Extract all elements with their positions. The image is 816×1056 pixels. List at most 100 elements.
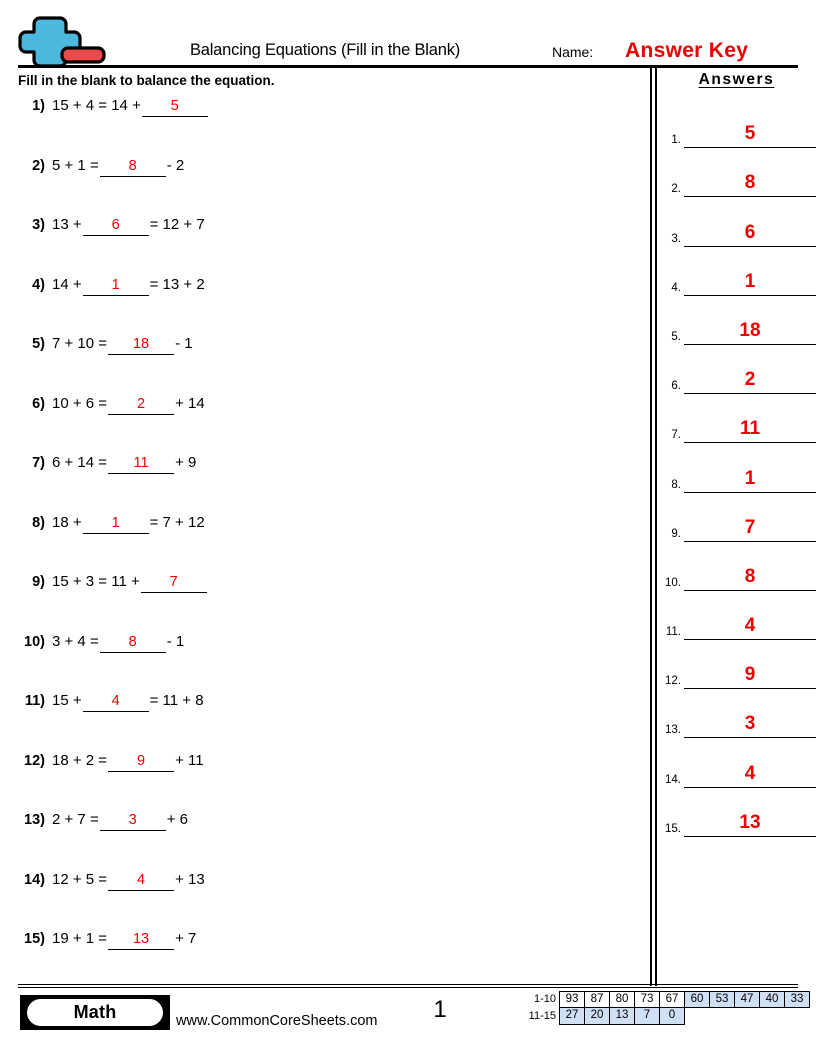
answer-row-number: 10. <box>665 576 681 589</box>
answer-row: 10. 8 <box>657 542 816 591</box>
answer-blank[interactable]: 4 <box>108 872 175 891</box>
answer-value: 7 <box>744 516 756 538</box>
answer-row-number: 8. <box>671 478 681 491</box>
answer-blank[interactable]: 2 <box>108 396 175 415</box>
answer-value: 9 <box>744 664 756 686</box>
answer-value: 4 <box>744 615 756 637</box>
problem-item: 13) 2 + 7 = 3 + 6 <box>0 810 640 870</box>
answer-row-number: 14. <box>665 773 681 786</box>
answer-slot[interactable]: 1 <box>684 463 816 493</box>
answer-blank[interactable]: 1 <box>82 277 149 296</box>
problem-number: 1) <box>32 98 45 114</box>
answer-row-number: 7. <box>671 429 681 442</box>
scale-cell: 87 <box>584 991 610 1008</box>
answer-row-number: 1. <box>671 134 681 147</box>
answer-slot[interactable]: 6 <box>684 217 816 247</box>
answer-blank[interactable]: 18 <box>108 336 175 355</box>
answer-row: 1. 5 <box>657 99 816 149</box>
answer-blank[interactable]: 7 <box>140 574 207 593</box>
scale-row-label: 11-15 <box>528 1010 556 1022</box>
answer-blank[interactable]: 8 <box>99 158 166 177</box>
answer-row-number: 6. <box>671 380 681 393</box>
answer-slot[interactable]: 4 <box>684 758 816 788</box>
problem-equation: 15 + 3 = 11 + 7 <box>52 572 208 593</box>
page-number: 1 <box>433 996 447 1023</box>
scale-cell: 80 <box>609 991 635 1008</box>
problem-equation: 13 + 6 = 12 + 7 <box>52 215 205 236</box>
scale-cell: 60 <box>684 991 710 1008</box>
answer-value: 3 <box>744 713 756 735</box>
answer-slot[interactable]: 8 <box>684 561 816 591</box>
answer-blank[interactable]: 3 <box>99 812 166 831</box>
answer-blank[interactable]: 9 <box>108 753 175 772</box>
answer-row: 8. 1 <box>657 443 816 493</box>
problem-number: 8) <box>32 514 45 531</box>
equation-left: 3 + 4 = <box>52 632 99 650</box>
plus-minus-logo-icon <box>18 14 110 68</box>
answer-slot[interactable]: 1 <box>684 266 816 296</box>
answer-slot[interactable]: 9 <box>684 659 816 690</box>
answer-value: 13 <box>739 811 761 833</box>
equation-left: 18 + 2 = <box>52 751 108 769</box>
problem-number: 7) <box>32 455 45 471</box>
answer-row: 12. 9 <box>657 640 816 690</box>
equation-left: 14 + <box>52 275 82 293</box>
answer-blank[interactable]: 1 <box>82 515 149 534</box>
answer-row: 7. 11 <box>657 394 816 444</box>
problem-item: 1) 15 + 4 = 14 + 5 <box>0 96 640 156</box>
problem-number: 10) <box>24 633 45 650</box>
problem-item: 11) 15 + 4 = 11 + 8 <box>0 691 640 751</box>
vertical-divider <box>650 66 657 986</box>
answer-slot[interactable]: 11 <box>684 413 816 444</box>
answer-row: 4. 1 <box>657 247 816 296</box>
problem-item: 3) 13 + 6 = 12 + 7 <box>0 215 640 275</box>
equation-right: - 1 <box>175 335 193 352</box>
equation-right: + 13 <box>175 870 205 888</box>
problem-equation: 3 + 4 = 8 - 1 <box>52 632 184 653</box>
answer-slot[interactable]: 3 <box>684 708 816 739</box>
answer-slot[interactable]: 18 <box>684 315 816 345</box>
answer-value: 6 <box>744 221 756 243</box>
scale-cell: 20 <box>584 1007 610 1025</box>
equation-left: 10 + 6 = <box>52 394 108 412</box>
equation-right: + 7 <box>175 930 197 947</box>
answer-blank[interactable]: 8 <box>99 634 166 653</box>
answer-blank[interactable]: 5 <box>141 98 208 117</box>
answer-row-number: 15. <box>665 822 681 835</box>
answer-key-value: Answer Key <box>625 39 749 62</box>
answer-blank[interactable]: 11 <box>108 455 175 474</box>
problem-number: 15) <box>24 931 45 947</box>
answer-row-number: 12. <box>665 675 681 688</box>
grading-scale-table: 1-10 93 87 80 73 67 60 53 47 40 33 11-15… <box>520 991 810 1025</box>
answer-slot[interactable]: 4 <box>684 610 816 641</box>
answer-slot[interactable]: 7 <box>684 512 816 542</box>
answer-slot[interactable]: 8 <box>684 167 816 198</box>
website-url[interactable]: www.CommonCoreSheets.com <box>176 1013 378 1029</box>
answer-row-number: 9. <box>671 527 681 540</box>
equation-right: - 2 <box>166 156 185 174</box>
answer-slot[interactable]: 13 <box>684 807 816 837</box>
equation-left: 7 + 10 = <box>52 335 108 352</box>
problem-equation: 5 + 1 = 8 - 2 <box>52 156 184 177</box>
scale-cell: 27 <box>559 1007 585 1025</box>
problem-number: 2) <box>32 157 45 174</box>
answer-slot[interactable]: 2 <box>684 364 816 395</box>
answer-row-number: 3. <box>671 232 681 245</box>
answers-list: 1. 5 2. 8 3. 6 4. 1 <box>657 99 816 837</box>
subject-badge: Math <box>20 995 170 1030</box>
equation-left: 15 + 4 = 14 + <box>52 97 141 114</box>
answer-blank[interactable]: 6 <box>82 217 149 236</box>
problem-number: 3) <box>32 217 45 233</box>
equation-right: + 9 <box>175 454 197 471</box>
answer-slot[interactable]: 5 <box>684 118 816 149</box>
problem-equation: 18 + 1 = 7 + 12 <box>52 513 205 534</box>
problem-equation: 19 + 1 = 13 + 7 <box>52 929 196 950</box>
answers-panel: Answers 1. 5 2. 8 3. 6 4. <box>657 66 816 837</box>
problem-item: 9) 15 + 3 = 11 + 7 <box>0 572 640 632</box>
answer-row: 3. 6 <box>657 197 816 247</box>
answer-blank[interactable]: 4 <box>82 693 149 712</box>
problem-number: 14) <box>24 871 45 888</box>
scale-cell: 53 <box>709 991 735 1008</box>
answer-blank[interactable]: 13 <box>108 931 175 950</box>
answer-value: 18 <box>739 319 761 341</box>
